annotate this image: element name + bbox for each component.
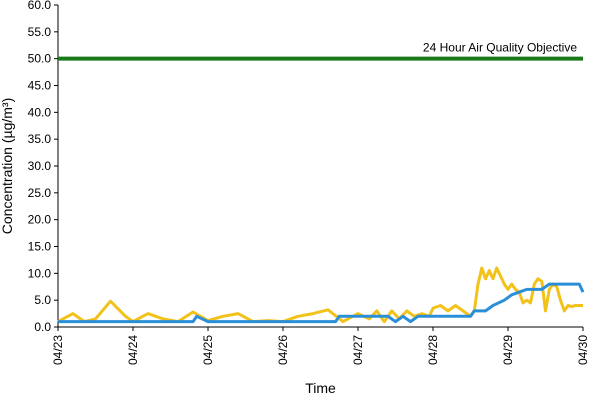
y-axis-ticks: 0.0 5.0 10.0 15.0 20.0 25.0 30.0 35.0 40.0 45.0 50… [28, 0, 58, 334]
y-tick-label: 15.0 [28, 240, 52, 254]
y-tick-label: 30.0 [28, 159, 52, 173]
series-line-0 [57, 266, 583, 324]
x-tick-label: 04/25 [201, 335, 215, 365]
x-tick-label: 04/27 [351, 335, 365, 365]
y-tick-label: 5.0 [34, 293, 51, 307]
y-tick-label: 20.0 [28, 213, 52, 227]
y-tick-label: 60.0 [28, 0, 52, 12]
y-tick-label: 45.0 [28, 79, 52, 93]
x-tick-label: 04/23 [51, 335, 65, 365]
y-tick-label: 0.0 [34, 320, 51, 334]
x-tick-label: 04/28 [426, 335, 440, 365]
y-tick-label: 50.0 [28, 52, 52, 66]
y-tick-label: 35.0 [28, 132, 52, 146]
y-tick-label: 40.0 [28, 105, 52, 119]
x-tick-label: 04/26 [276, 335, 290, 365]
y-axis-title: Concentration (µg/m³) [0, 98, 15, 234]
x-tick-label: 04/29 [501, 335, 515, 365]
x-axis-ticks: 04/23 04/24 04/25 04/26 04/27 04/28 04/29 04/30 [51, 327, 590, 365]
plot-area: 0.0 5.0 10.0 15.0 20.0 25.0 30.0 35.0 40.0 45.0 50… [28, 0, 590, 365]
series-group [57, 266, 585, 324]
objective-label: 24 Hour Air Quality Objective [423, 41, 577, 55]
y-tick-label: 55.0 [28, 25, 52, 39]
x-axis-title: Time [305, 380, 336, 396]
y-tick-label: 25.0 [28, 186, 52, 200]
y-tick-label: 10.0 [28, 266, 52, 280]
x-tick-label: 04/24 [126, 335, 140, 365]
x-tick-label: 04/30 [576, 335, 590, 365]
series-line-1 [58, 282, 585, 324]
